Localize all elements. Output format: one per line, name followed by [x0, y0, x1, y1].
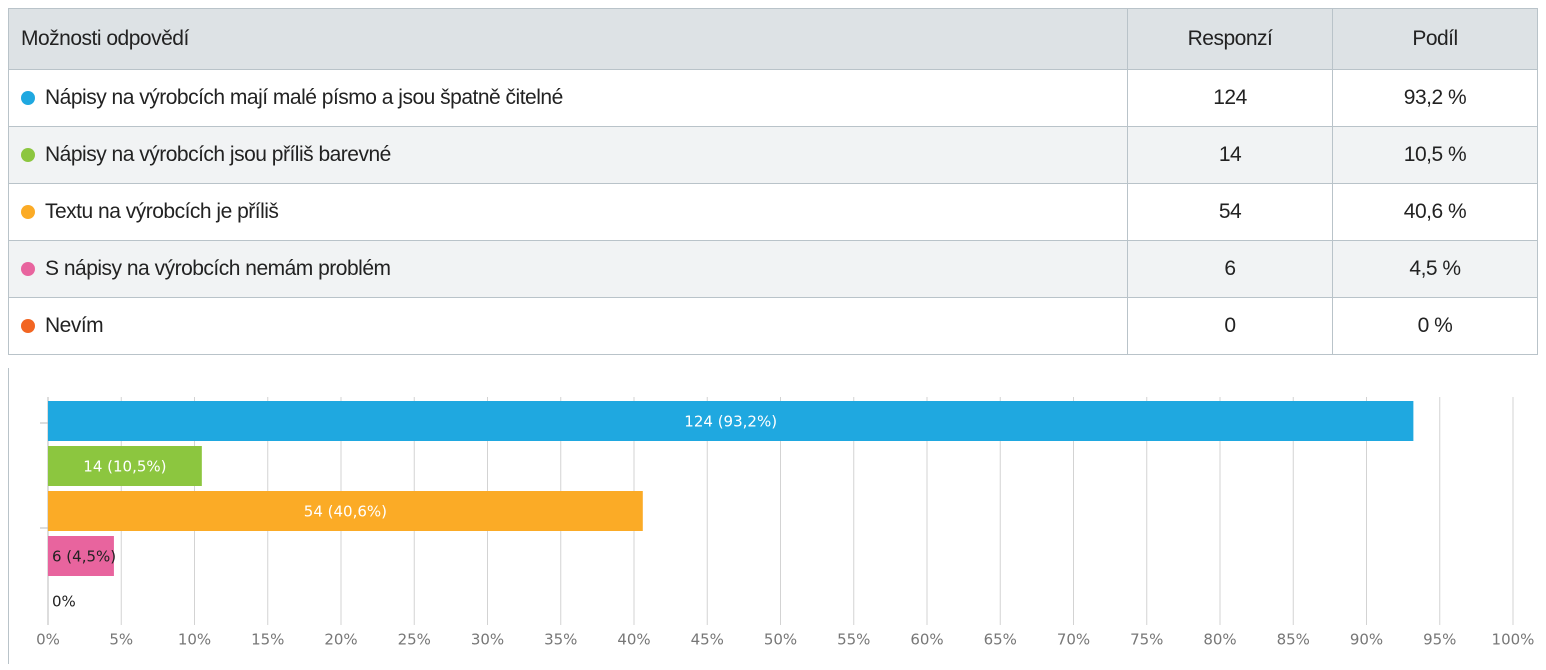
x-tick-label: 15%	[251, 631, 284, 649]
x-tick-label: 75%	[1130, 631, 1163, 649]
answer-cell: Nápisy na výrobcích mají malé písmo a js…	[8, 69, 1128, 127]
x-tick-label: 5%	[109, 631, 133, 649]
answer-label: Textu na výrobcích je příliš	[45, 200, 279, 223]
x-tick-label: 40%	[617, 631, 650, 649]
table-row: Textu na výrobcích je příliš 54 40,6 %	[8, 183, 1538, 241]
bar	[48, 401, 1414, 441]
answer-cell: Nápisy na výrobcích jsou příliš barevné	[8, 126, 1128, 184]
header-cell: Možnosti odpovědí	[8, 8, 1128, 70]
number-cell: 6	[1127, 240, 1333, 298]
table-row: Nápisy na výrobcích jsou příliš barevné 1…	[8, 126, 1538, 184]
table-row: Nápisy na výrobcích mají malé písmo a js…	[8, 69, 1538, 127]
answer-label: Nápisy na výrobcích mají malé písmo a js…	[45, 86, 563, 109]
x-tick-label: 50%	[764, 631, 797, 649]
legend-dot	[21, 319, 35, 333]
number-cell: 40,6 %	[1332, 183, 1538, 241]
table-row: Nevím 0 0 %	[8, 297, 1538, 355]
x-tick-label: 20%	[324, 631, 357, 649]
x-tick-label: 90%	[1350, 631, 1383, 649]
bar	[48, 446, 202, 486]
data-label: 14 (10,5%)	[83, 458, 166, 476]
number-cell: 54	[1127, 183, 1333, 241]
results-table: Možnosti odpovědí Responzí Podíl Nápisy …	[8, 8, 1538, 355]
answer-cell: Textu na výrobcích je příliš	[8, 183, 1128, 241]
data-label: 6 (4,5%)	[52, 548, 116, 566]
legend-dot	[21, 205, 35, 219]
bar	[48, 536, 114, 576]
answer-label: Nevím	[45, 314, 104, 337]
x-tick-label: 30%	[471, 631, 504, 649]
x-tick-label: 55%	[837, 631, 870, 649]
x-tick-label: 70%	[1057, 631, 1090, 649]
number-cell: 10,5 %	[1332, 126, 1538, 184]
x-tick-label: 100%	[1492, 631, 1535, 649]
header-cell: Podíl	[1332, 8, 1538, 70]
header-row: Možnosti odpovědí Responzí Podíl	[8, 8, 1538, 70]
x-tick-label: 45%	[691, 631, 724, 649]
number-cell: 0	[1127, 297, 1333, 355]
data-label: 0%	[52, 593, 76, 611]
x-tick-label: 0%	[36, 631, 60, 649]
number-cell: 0 %	[1332, 297, 1538, 355]
x-tick-label: 60%	[910, 631, 943, 649]
answer-label: Nápisy na výrobcích jsou příliš barevné	[45, 143, 391, 166]
x-tick-label: 85%	[1277, 631, 1310, 649]
answer-cell: Nevím	[8, 297, 1128, 355]
number-cell: 124	[1127, 69, 1333, 127]
answer-label: S nápisy na výrobcích nemám problém	[45, 257, 391, 280]
x-tick-label: 25%	[398, 631, 431, 649]
data-label: 124 (93,2%)	[684, 413, 777, 431]
chart: 0% 5% 10% 15% 20% 25% 30% 35% 40% 45% 50% 55% 60% 65%…	[8, 368, 1535, 664]
x-tick-label: 65%	[984, 631, 1017, 649]
x-tick-label: 35%	[544, 631, 577, 649]
answer-cell: S nápisy na výrobcích nemám problém	[8, 240, 1128, 298]
number-cell: 93,2 %	[1332, 69, 1538, 127]
header-cell: Responzí	[1127, 8, 1333, 70]
bar	[48, 491, 643, 531]
legend-dot	[21, 91, 35, 105]
number-cell: 4,5 %	[1332, 240, 1538, 298]
data-label: 54 (40,6%)	[304, 503, 387, 521]
x-tick-label: 95%	[1423, 631, 1456, 649]
x-tick-label: 10%	[178, 631, 211, 649]
legend-dot	[21, 262, 35, 276]
table-row: S nápisy na výrobcích nemám problém 6 4,5 …	[8, 240, 1538, 298]
number-cell: 14	[1127, 126, 1333, 184]
x-tick-label: 80%	[1203, 631, 1236, 649]
legend-dot	[21, 148, 35, 162]
